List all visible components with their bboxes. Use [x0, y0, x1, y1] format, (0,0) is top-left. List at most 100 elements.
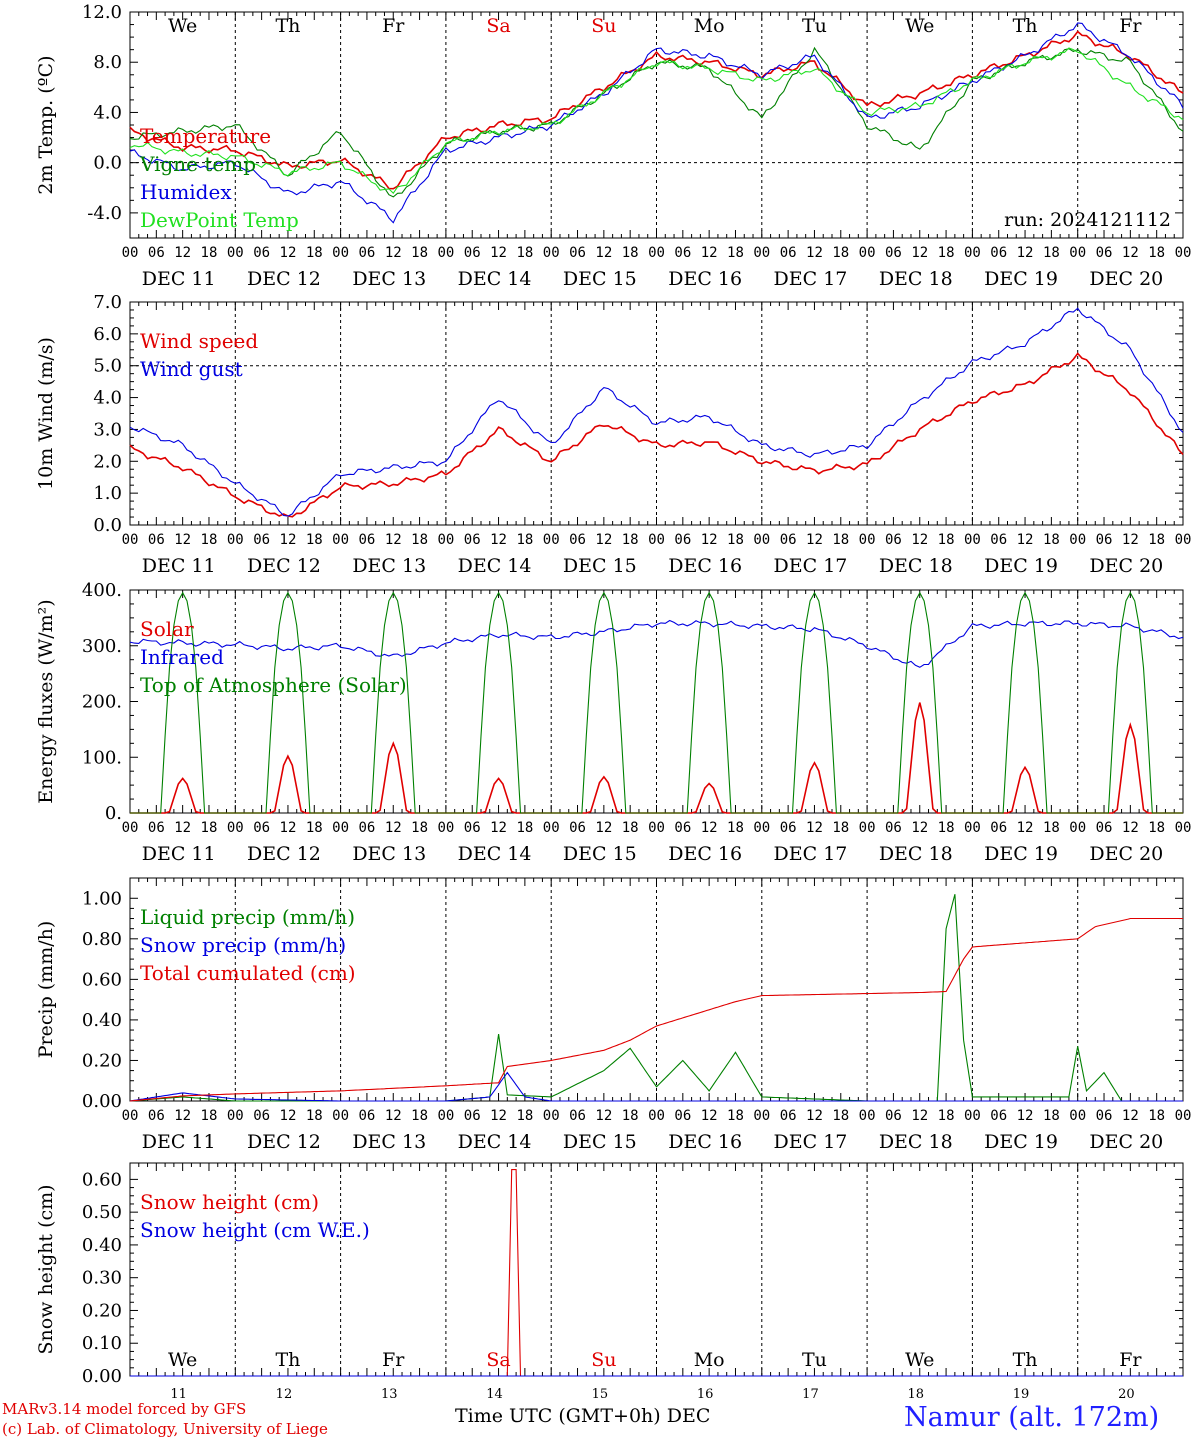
hour-tick-label: 18 — [832, 820, 849, 836]
date-label: DEC 16 — [668, 268, 742, 290]
hour-tick-label: 06 — [990, 245, 1007, 261]
hour-tick-label: 18 — [201, 1108, 218, 1124]
y-tick-label: 0.60 — [82, 969, 122, 990]
date-label: DEC 19 — [984, 555, 1058, 577]
hour-tick-label: 06 — [990, 820, 1007, 836]
hour-tick-label: 18 — [622, 532, 639, 548]
hour-tick-label: 06 — [674, 245, 691, 261]
hour-tick-label: 12 — [280, 820, 297, 836]
y-tick-label: 0.50 — [82, 1202, 122, 1223]
weekday-label: Fr — [382, 15, 405, 37]
hour-tick-label: 00 — [543, 820, 560, 836]
hour-tick-label: 18 — [938, 532, 955, 548]
meteogram: -4.0 0.0 4.0 8.0 12.0 2m Temp. (ºC) We Th Fr Sa Su… — [35, 2, 1191, 1400]
hour-tick-label: 06 — [674, 820, 691, 836]
date-label: DEC 15 — [563, 555, 637, 577]
hour-tick-label: 18 — [727, 532, 744, 548]
hour-tick-label: 00 — [227, 532, 244, 548]
hour-tick-label: 18 — [1043, 820, 1060, 836]
y-tick-label: 0.40 — [82, 1235, 122, 1256]
hour-tick-label: 18 — [727, 1108, 744, 1124]
weekday-label: Mo — [694, 15, 725, 37]
y-tick-label: 6.0 — [93, 324, 122, 345]
hour-tick-label: 00 — [122, 245, 139, 261]
hour-tick-label: 00 — [227, 1108, 244, 1124]
hour-tick-label: 00 — [1069, 532, 1086, 548]
weekday-label: Fr — [382, 1349, 405, 1371]
hour-tick-label: 18 — [516, 532, 533, 548]
y-tick-label: 7.0 — [93, 292, 122, 313]
y-tick-label: 0.80 — [82, 929, 122, 950]
date-label: DEC 15 — [563, 268, 637, 290]
hour-tick-label: 06 — [885, 1108, 902, 1124]
hour-tick-label: 18 — [411, 532, 428, 548]
day-number-label: 18 — [907, 1387, 924, 1400]
weekday-label: We — [168, 15, 197, 37]
hour-tick-label: 12 — [385, 245, 402, 261]
hour-tick-label: 00 — [648, 532, 665, 548]
month-label: DEC — [666, 1405, 711, 1427]
panel-4: 0.00 0.20 0.40 0.60 0.80 1.00 Precip (mm/h) 00 0… — [35, 877, 1191, 1153]
hour-tick-label: 12 — [595, 1108, 612, 1124]
y-tick-label: 0.0 — [93, 515, 122, 536]
hour-tick-label: 12 — [595, 532, 612, 548]
hour-tick-label: 18 — [411, 820, 428, 836]
hour-tick-label: 12 — [911, 245, 928, 261]
hour-tick-label: 18 — [727, 245, 744, 261]
hour-tick-label: 18 — [201, 532, 218, 548]
hour-tick-label: 00 — [1175, 820, 1192, 836]
hour-tick-label: 00 — [543, 532, 560, 548]
date-label: DEC 12 — [247, 843, 321, 865]
day-number-label: 11 — [170, 1387, 187, 1400]
legend-entry: Snow height (cm W.E.) — [140, 1218, 370, 1242]
y-tick-label: 1.00 — [82, 888, 122, 909]
y-axis-label: 10m Wind (m/s) — [35, 337, 57, 490]
date-label: DEC 11 — [142, 843, 216, 865]
series-line-dewpoint-temp — [129, 47, 1184, 195]
y-tick-label: 12.0 — [82, 2, 122, 23]
date-label: DEC 14 — [458, 1131, 532, 1153]
hour-tick-label: 12 — [385, 1108, 402, 1124]
hour-tick-label: 18 — [411, 1108, 428, 1124]
hour-tick-label: 12 — [1122, 532, 1139, 548]
legend-entry: Humidex — [140, 180, 232, 204]
date-label: DEC 18 — [879, 843, 953, 865]
series-line-total-cumulated-cm- — [129, 917, 1183, 1102]
hour-tick-label: 18 — [1043, 245, 1060, 261]
hour-tick-label: 00 — [437, 820, 454, 836]
hour-tick-label: 06 — [464, 245, 481, 261]
hour-tick-label: 06 — [358, 245, 375, 261]
hour-tick-label: 06 — [464, 820, 481, 836]
y-axis-label: Energy fluxes (W/m²) — [35, 599, 57, 803]
hour-tick-label: 00 — [1069, 1108, 1086, 1124]
weekday-label: We — [168, 1349, 197, 1371]
hour-tick-label: 06 — [780, 532, 797, 548]
day-number-label: 15 — [592, 1387, 609, 1400]
hour-tick-label: 18 — [622, 820, 639, 836]
hour-tick-label: 00 — [753, 532, 770, 548]
hour-tick-label: 12 — [174, 245, 191, 261]
hour-tick-label: 18 — [622, 245, 639, 261]
hour-tick-label: 18 — [516, 1108, 533, 1124]
hour-tick-label: 18 — [832, 245, 849, 261]
date-label: DEC 18 — [879, 555, 953, 577]
hour-tick-label: 00 — [332, 1108, 349, 1124]
y-tick-label: 4.0 — [93, 102, 122, 123]
hour-tick-label: 18 — [727, 820, 744, 836]
hour-tick-label: 00 — [543, 1108, 560, 1124]
hour-tick-label: 00 — [964, 532, 981, 548]
date-label: DEC 16 — [668, 843, 742, 865]
hour-tick-label: 12 — [806, 820, 823, 836]
series-line-wind-speed — [129, 352, 1184, 518]
model-credit: MARv3.14 model forced by GFS — [2, 1400, 247, 1418]
date-label: DEC 17 — [774, 268, 848, 290]
hour-tick-label: 06 — [885, 820, 902, 836]
run-annotation: run: 2024121112 — [1004, 209, 1171, 231]
date-label: DEC 19 — [984, 843, 1058, 865]
hour-tick-label: 00 — [332, 245, 349, 261]
hour-tick-label: 00 — [964, 245, 981, 261]
panel-3: 0. 100. 200. 300. 400. Energy fluxes (W/m²) 00… — [35, 580, 1191, 865]
hour-tick-label: 06 — [990, 1108, 1007, 1124]
hour-tick-label: 18 — [938, 245, 955, 261]
legend-entry: Total cumulated (cm) — [140, 961, 356, 985]
